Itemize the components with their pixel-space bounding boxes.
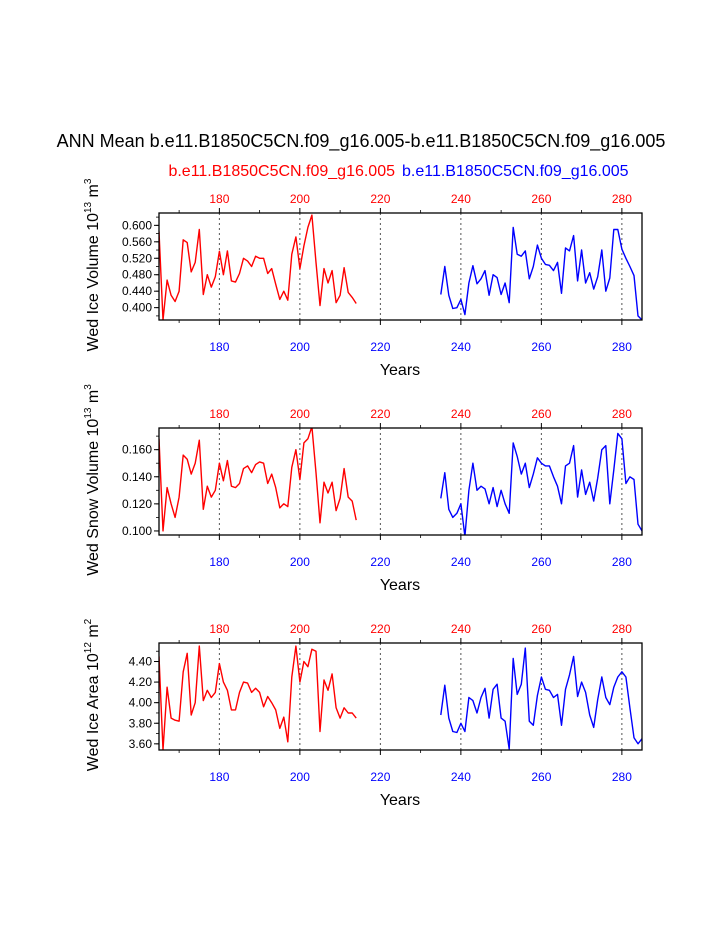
series-line-case2 xyxy=(440,432,642,535)
ytick-label: 3.60 xyxy=(129,737,153,751)
ytick-label: 3.80 xyxy=(129,716,153,730)
top-tick-label: 220 xyxy=(370,192,390,206)
ytick-label: 0.120 xyxy=(122,497,152,511)
top-tick-label: 260 xyxy=(531,407,551,421)
top-tick-label: 280 xyxy=(612,192,632,206)
series-line-case1 xyxy=(159,645,357,750)
top-tick-label: 280 xyxy=(612,407,632,421)
figure-title: ANN Mean b.e11.B1850C5CN.f09_g16.005-b.e… xyxy=(57,131,666,152)
ytick-label: 0.440 xyxy=(122,284,152,298)
bottom-tick-label: 180 xyxy=(209,340,229,354)
top-tick-label: 240 xyxy=(451,407,471,421)
top-tick-label: 180 xyxy=(209,192,229,206)
x-axis-label: Years xyxy=(380,362,420,379)
y-axis-label: Wed Ice Area 1012 m2 xyxy=(83,618,102,771)
bottom-tick-label: 200 xyxy=(290,770,310,784)
series-line-case1 xyxy=(159,214,357,320)
x-axis-label: Years xyxy=(380,577,420,594)
top-tick-label: 200 xyxy=(290,192,310,206)
bottom-tick-label: 180 xyxy=(209,770,229,784)
case1-label: b.e11.B1850C5CN.f09_g16.005 xyxy=(168,163,395,180)
bottom-tick-label: 240 xyxy=(451,340,471,354)
ytick-label: 0.100 xyxy=(122,524,152,538)
bottom-tick-label: 200 xyxy=(290,340,310,354)
x-axis-label: Years xyxy=(380,792,420,809)
series-line-case2 xyxy=(440,226,642,320)
series-line-case1 xyxy=(159,428,357,532)
top-tick-label: 220 xyxy=(370,622,390,636)
series-line-case2 xyxy=(440,647,642,750)
ytick-label: 4.00 xyxy=(129,696,153,710)
case2-label: b.e11.B1850C5CN.f09_g16.005 xyxy=(402,163,629,180)
bottom-tick-label: 280 xyxy=(612,770,632,784)
bottom-tick-label: 220 xyxy=(370,555,390,569)
top-tick-label: 180 xyxy=(209,622,229,636)
top-tick-label: 220 xyxy=(370,407,390,421)
top-tick-label: 200 xyxy=(290,407,310,421)
y-axis-label: Wed Snow Volume 1013 m3 xyxy=(83,384,102,576)
bottom-tick-label: 240 xyxy=(451,555,471,569)
plot-frame xyxy=(158,642,643,751)
bottom-tick-label: 260 xyxy=(531,770,551,784)
ytick-label: 0.480 xyxy=(122,268,152,282)
top-tick-label: 280 xyxy=(612,622,632,636)
ytick-label: 4.40 xyxy=(129,655,153,669)
top-tick-label: 260 xyxy=(531,192,551,206)
panel-ice-volume: 0.400 0.440 0.480 0.520 0.560 0.600 180 200 220 2… xyxy=(83,178,643,379)
plot-frame xyxy=(158,212,643,321)
ytick-label: 4.20 xyxy=(129,675,153,689)
y-axis-label: Wed Ice Volume 1013 m3 xyxy=(83,178,102,351)
ytick-label: 0.400 xyxy=(122,301,152,315)
bottom-tick-label: 200 xyxy=(290,555,310,569)
bottom-tick-label: 280 xyxy=(612,555,632,569)
top-tick-label: 240 xyxy=(451,192,471,206)
ytick-label: 0.140 xyxy=(122,470,152,484)
top-tick-label: 200 xyxy=(290,622,310,636)
plot-frame xyxy=(158,427,643,536)
bottom-tick-label: 220 xyxy=(370,340,390,354)
ytick-label: 0.600 xyxy=(122,218,152,232)
top-tick-label: 260 xyxy=(531,622,551,636)
bottom-tick-label: 260 xyxy=(531,555,551,569)
panels: 0.400 0.440 0.480 0.520 0.560 0.600 180 200 220 2… xyxy=(83,178,643,809)
bottom-tick-label: 240 xyxy=(451,770,471,784)
ytick-label: 0.560 xyxy=(122,235,152,249)
panel-snow-volume: 0.100 0.120 0.140 0.160 180 200 220 240 260 280 18… xyxy=(83,384,643,594)
ytick-label: 0.520 xyxy=(122,251,152,265)
top-tick-label: 240 xyxy=(451,622,471,636)
top-tick-label: 180 xyxy=(209,407,229,421)
ytick-label: 0.160 xyxy=(122,443,152,457)
bottom-tick-label: 260 xyxy=(531,340,551,354)
panel-ice-area: 3.60 3.80 4.00 4.20 4.40 180 200 220 240 260 280 18… xyxy=(83,618,643,809)
bottom-tick-label: 220 xyxy=(370,770,390,784)
bottom-tick-label: 280 xyxy=(612,340,632,354)
bottom-tick-label: 180 xyxy=(209,555,229,569)
